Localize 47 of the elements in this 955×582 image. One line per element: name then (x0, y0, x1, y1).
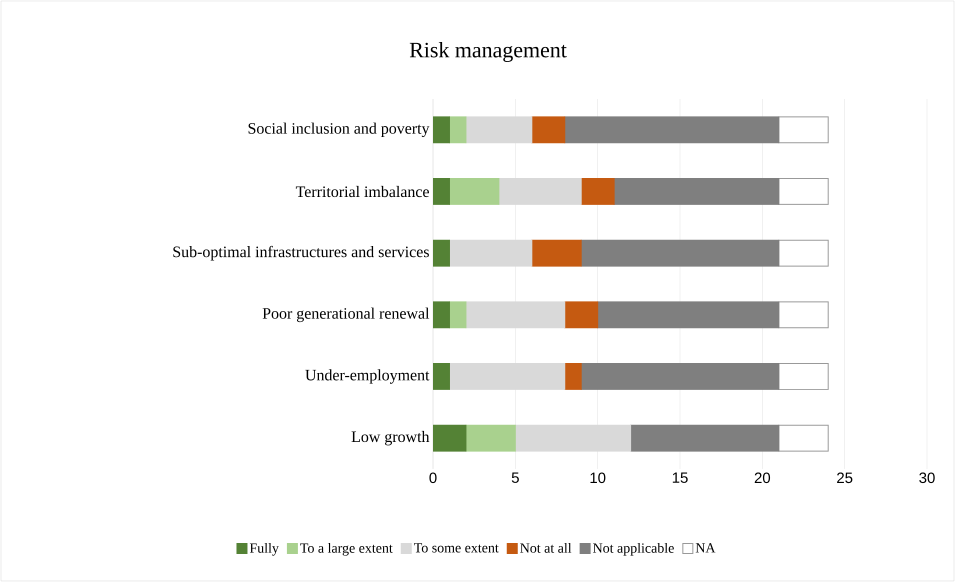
bar (498, 178, 582, 205)
x-tick-label: 15 (672, 472, 688, 483)
bar (514, 424, 632, 452)
y-tick-label: Social inclusion and poverty (248, 122, 430, 138)
bar (630, 424, 780, 452)
bar (564, 116, 780, 144)
bar (778, 178, 829, 205)
legend-label: Not at all (520, 542, 572, 553)
x-tick-label: 25 (837, 472, 852, 484)
bar (448, 363, 566, 390)
bar (580, 240, 780, 267)
bar (465, 116, 532, 144)
bar (778, 301, 829, 328)
y-tick-label: Territorial imbalance (296, 186, 429, 198)
bar (580, 178, 615, 205)
bar (778, 424, 829, 452)
x-tick-label: 0 (429, 472, 437, 484)
bar (614, 178, 780, 205)
bar (448, 178, 500, 205)
bar (564, 363, 582, 390)
y-tick-label: Low growth (352, 430, 430, 446)
x-tick-label: 10 (590, 472, 606, 484)
x-tick-label: 30 (919, 472, 935, 484)
bar (597, 301, 780, 328)
x-tick-label: 20 (754, 472, 770, 484)
bar (564, 301, 598, 328)
chart-title: Risk management (410, 42, 567, 62)
legend-label: Not applicable (593, 542, 674, 556)
bar (531, 240, 582, 267)
bar (778, 363, 829, 390)
bar (448, 301, 466, 328)
bar (531, 116, 566, 144)
y-tick-label: Under-employment (305, 369, 430, 384)
y-tick-label: Sub-optimal infrastructures and services (173, 246, 429, 260)
bar (465, 424, 516, 452)
bar (580, 363, 780, 390)
bar (448, 240, 532, 267)
y-tick-label: Poor generational renewal (262, 308, 430, 322)
bar (778, 116, 829, 144)
x-tick-label: 5 (512, 472, 519, 483)
legend-label: To some extent (414, 543, 499, 552)
bar (448, 116, 466, 144)
bar (465, 301, 566, 328)
legend-label: To a large extent (300, 542, 393, 556)
legend-label: Fully (250, 542, 279, 556)
bar (778, 240, 829, 267)
legend-label: NA (696, 543, 716, 552)
